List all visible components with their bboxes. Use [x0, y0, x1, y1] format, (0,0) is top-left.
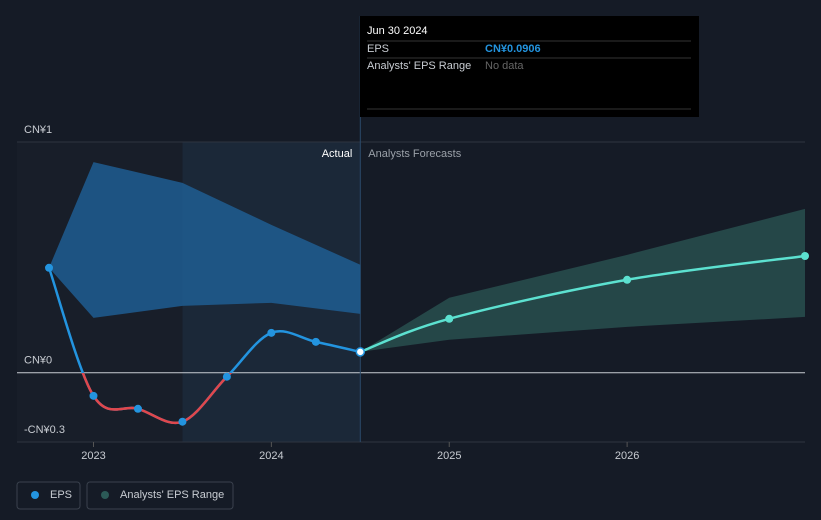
tooltip-key: Analysts' EPS Range: [367, 60, 471, 72]
range-band: [49, 162, 361, 318]
y-tick-label: CN¥1: [24, 124, 52, 136]
point: [311, 337, 320, 346]
plot: CN¥1 CN¥0 -CN¥0.3 2023 2024 2025 2026 Actual Ana…: [17, 16, 809, 462]
x-tick-label: 2023: [81, 450, 105, 462]
x-tick-label: 2025: [437, 450, 461, 462]
forecast-point: [801, 252, 809, 260]
forecast-point: [445, 314, 454, 323]
legend-label: EPS: [50, 489, 72, 501]
tooltip-key: EPS: [367, 43, 389, 55]
legend: EPS Analysts' EPS Range: [16, 481, 234, 510]
legend-swatch: [31, 491, 39, 499]
point: [133, 404, 142, 413]
point: [355, 347, 366, 357]
point: [89, 391, 98, 400]
tooltip: Jun 30 2024 EPS CN¥0.0906 Analysts' EPS …: [360, 16, 699, 117]
line: [359, 254, 806, 354]
tooltip-value: No data: [485, 60, 524, 72]
legend-box[interactable]: [16, 481, 81, 510]
tooltip-value: CN¥0.0906: [485, 43, 541, 55]
actual-label: Actual: [322, 148, 353, 160]
range-band: [360, 208, 805, 352]
point: [222, 372, 231, 381]
point: [45, 263, 54, 272]
y-tick-label: CN¥0: [24, 355, 52, 367]
x-tick-label: 2026: [615, 450, 639, 462]
tooltip-date: Jun 30 2024: [367, 25, 428, 37]
point: [267, 328, 276, 337]
legend-swatch: [101, 491, 109, 499]
forecast-label: Analysts Forecasts: [368, 148, 461, 160]
forecast-point: [623, 275, 632, 284]
legend-label: Analysts' EPS Range: [120, 489, 224, 501]
tooltip-box: [360, 16, 699, 117]
legend-box[interactable]: [86, 481, 234, 510]
x-tick-label: 2024: [259, 450, 283, 462]
point: [178, 417, 187, 426]
y-tick-label: -CN¥0.3: [24, 424, 65, 436]
